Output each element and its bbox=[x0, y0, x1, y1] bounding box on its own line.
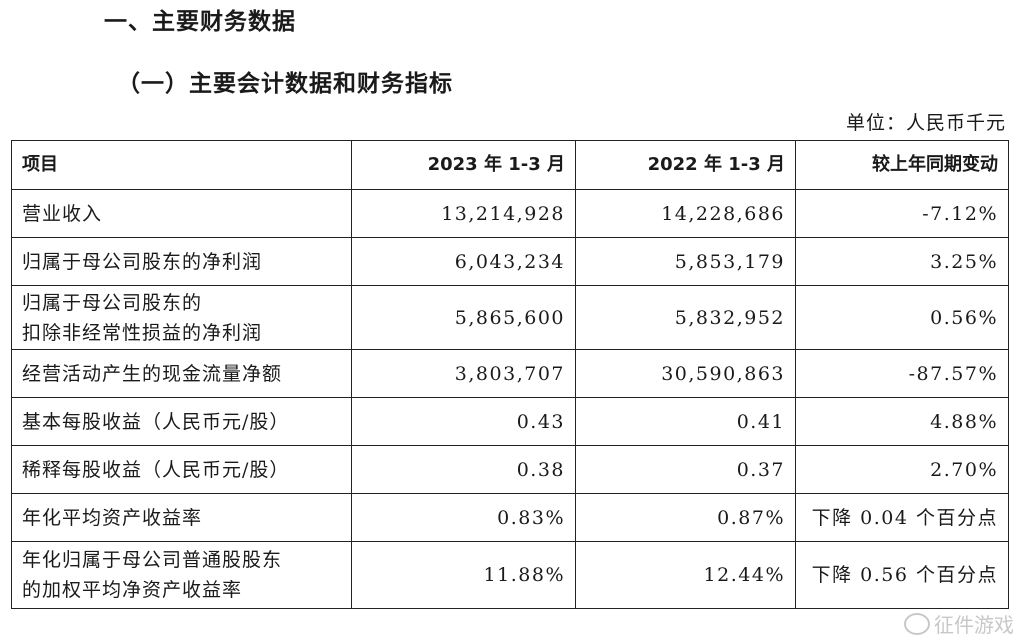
table-row: 基本每股收益（人民币元/股） 0.43 0.41 4.88% bbox=[11, 397, 1009, 446]
value-change: -7.12% bbox=[795, 189, 1009, 238]
column-header-change: 较上年同期变动 bbox=[795, 140, 1009, 190]
value-change: -87.57% bbox=[795, 349, 1009, 398]
row-label: 经营活动产生的现金流量净额 bbox=[11, 349, 352, 398]
watermark: 征件游戏 bbox=[904, 609, 1014, 638]
table-row: 归属于母公司股东的 扣除非经常性损益的净利润 5,865,600 5,832,95… bbox=[11, 285, 1009, 350]
row-label: 稀释每股收益（人民币元/股） bbox=[11, 445, 352, 494]
value-2023: 3,803,707 bbox=[351, 349, 576, 398]
weibo-logo-icon bbox=[904, 612, 930, 635]
value-2023: 0.38 bbox=[351, 445, 576, 494]
table-row: 归属于母公司股东的净利润 6,043,234 5,853,179 3.25% bbox=[11, 237, 1009, 286]
column-header-2023: 2023 年 1-3 月 bbox=[351, 140, 576, 190]
row-label: 年化归属于母公司普通股股东 的加权平均净资产收益率 bbox=[11, 541, 352, 609]
row-label: 归属于母公司股东的 扣除非经常性损益的净利润 bbox=[11, 285, 352, 350]
value-2023: 11.88% bbox=[351, 541, 576, 609]
value-2023: 13,214,928 bbox=[351, 189, 576, 238]
table-row: 经营活动产生的现金流量净额 3,803,707 30,590,863 -87.5… bbox=[11, 349, 1009, 398]
table-row: 年化归属于母公司普通股股东 的加权平均净资产收益率 11.88% 12.44% 下… bbox=[11, 541, 1009, 609]
value-change: 0.56% bbox=[795, 285, 1009, 350]
value-2023: 6,043,234 bbox=[351, 237, 576, 286]
table-header-row: 项目 2023 年 1-3 月 2022 年 1-3 月 较上年同期变动 bbox=[11, 140, 1009, 190]
value-2022: 12.44% bbox=[575, 541, 796, 609]
value-2023: 0.43 bbox=[351, 397, 576, 446]
value-2022: 30,590,863 bbox=[575, 349, 796, 398]
value-2022: 14,228,686 bbox=[575, 189, 796, 238]
column-header-item: 项目 bbox=[11, 140, 352, 190]
value-change: 3.25% bbox=[795, 237, 1009, 286]
value-2023: 0.83% bbox=[351, 493, 576, 542]
value-2022: 0.87% bbox=[575, 493, 796, 542]
watermark-text: 征件游戏 bbox=[934, 613, 1014, 637]
table-row: 稀释每股收益（人民币元/股） 0.38 0.37 2.70% bbox=[11, 445, 1009, 494]
value-2022: 0.37 bbox=[575, 445, 796, 494]
subsection-heading: （一）主要会计数据和财务指标 bbox=[117, 71, 453, 97]
table-row: 年化平均资产收益率 0.83% 0.87% 下降 0.04 个百分点 bbox=[11, 493, 1009, 542]
value-change: 下降 0.56 个百分点 bbox=[795, 541, 1009, 609]
value-2022: 0.41 bbox=[575, 397, 796, 446]
row-label: 基本每股收益（人民币元/股） bbox=[11, 397, 352, 446]
table-row: 营业收入 13,214,928 14,228,686 -7.12% bbox=[11, 189, 1009, 238]
row-label: 年化平均资产收益率 bbox=[11, 493, 352, 542]
unit-label: 单位：人民币千元 bbox=[845, 112, 1006, 134]
value-2022: 5,832,952 bbox=[575, 285, 796, 350]
column-header-2022: 2022 年 1-3 月 bbox=[575, 140, 796, 190]
section-heading: 一、主要财务数据 bbox=[104, 9, 296, 35]
value-change: 下降 0.04 个百分点 bbox=[795, 493, 1009, 542]
value-change: 2.70% bbox=[795, 445, 1009, 494]
row-label: 归属于母公司股东的净利润 bbox=[11, 237, 352, 286]
row-label: 营业收入 bbox=[11, 189, 352, 238]
value-change: 4.88% bbox=[795, 397, 1009, 446]
value-2022: 5,853,179 bbox=[575, 237, 796, 286]
financial-data-table: 项目 2023 年 1-3 月 2022 年 1-3 月 较上年同期变动 营业收… bbox=[11, 140, 1009, 609]
value-2023: 5,865,600 bbox=[351, 285, 576, 350]
